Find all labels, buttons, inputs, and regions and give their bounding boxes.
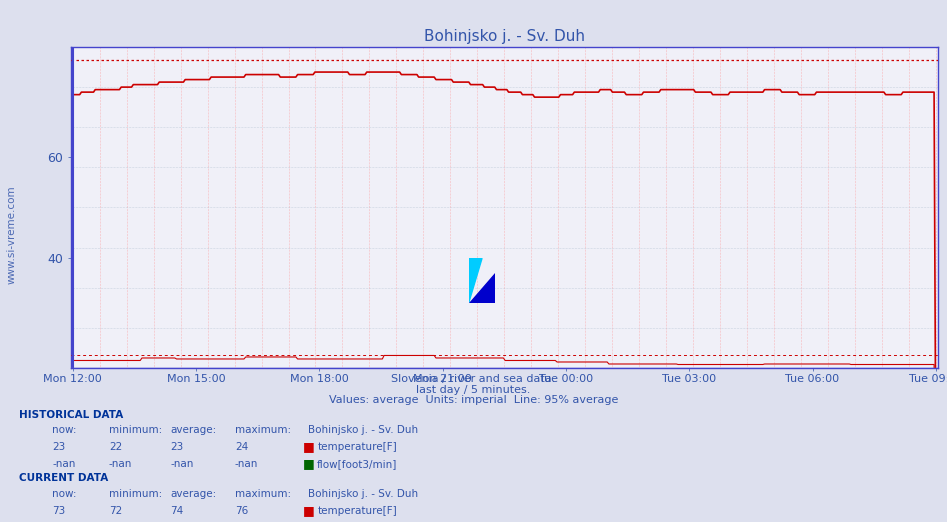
Text: Bohinjsko j. - Sv. Duh: Bohinjsko j. - Sv. Duh xyxy=(308,489,418,499)
Text: 24: 24 xyxy=(235,442,248,452)
Text: 23: 23 xyxy=(52,442,65,452)
Text: minimum:: minimum: xyxy=(109,489,162,499)
Text: CURRENT DATA: CURRENT DATA xyxy=(19,473,108,483)
Polygon shape xyxy=(469,258,482,303)
Text: flow[foot3/min]: flow[foot3/min] xyxy=(317,459,398,469)
Text: -nan: -nan xyxy=(52,459,76,469)
Text: ■: ■ xyxy=(303,520,314,522)
Text: Bohinjsko j. - Sv. Duh: Bohinjsko j. - Sv. Duh xyxy=(308,425,418,435)
Text: maximum:: maximum: xyxy=(235,489,291,499)
Text: ■: ■ xyxy=(303,440,314,453)
Text: HISTORICAL DATA: HISTORICAL DATA xyxy=(19,410,123,420)
Text: 72: 72 xyxy=(109,506,122,516)
Text: Slovenia / river and sea data.: Slovenia / river and sea data. xyxy=(391,374,556,384)
Text: 74: 74 xyxy=(170,506,184,516)
Text: 22: 22 xyxy=(109,442,122,452)
Title: Bohinjsko j. - Sv. Duh: Bohinjsko j. - Sv. Duh xyxy=(423,29,585,44)
Text: average:: average: xyxy=(170,425,217,435)
Text: -nan: -nan xyxy=(109,459,133,469)
Text: www.si-vreme.com: www.si-vreme.com xyxy=(7,186,16,284)
Text: minimum:: minimum: xyxy=(109,425,162,435)
Text: last day / 5 minutes.: last day / 5 minutes. xyxy=(417,385,530,395)
Text: ■: ■ xyxy=(303,457,314,470)
Text: average:: average: xyxy=(170,489,217,499)
Text: -nan: -nan xyxy=(170,459,194,469)
Text: temperature[F]: temperature[F] xyxy=(317,506,397,516)
Text: 73: 73 xyxy=(52,506,65,516)
Polygon shape xyxy=(469,273,495,303)
Text: now:: now: xyxy=(52,425,77,435)
Text: ■: ■ xyxy=(303,504,314,517)
Text: now:: now: xyxy=(52,489,77,499)
Text: maximum:: maximum: xyxy=(235,425,291,435)
Text: Values: average  Units: imperial  Line: 95% average: Values: average Units: imperial Line: 95… xyxy=(329,395,618,405)
Text: -nan: -nan xyxy=(235,459,259,469)
Text: 23: 23 xyxy=(170,442,184,452)
Text: temperature[F]: temperature[F] xyxy=(317,442,397,452)
Text: 76: 76 xyxy=(235,506,248,516)
